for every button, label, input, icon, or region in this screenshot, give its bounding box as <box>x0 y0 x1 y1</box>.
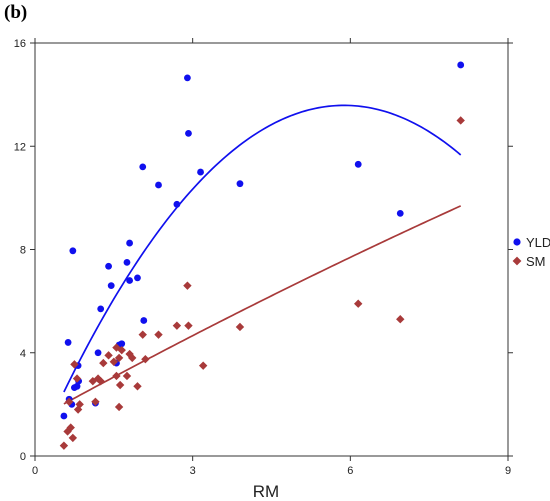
point-sm <box>133 382 142 391</box>
legend-label-sm: SM <box>526 254 546 269</box>
point-sm <box>184 321 193 330</box>
point-sm <box>128 353 137 363</box>
point-sm <box>117 345 126 355</box>
point-sm <box>59 441 69 450</box>
point-sm <box>109 357 119 366</box>
point-yld <box>64 339 72 346</box>
x-tick-label: 3 <box>190 465 196 477</box>
point-yld <box>185 129 192 137</box>
point-yld <box>69 247 77 255</box>
point-sm <box>99 358 108 368</box>
point-yld <box>107 282 115 290</box>
fit-lines <box>63 104 462 405</box>
point-yld <box>134 274 141 282</box>
panel-label: (b) <box>4 2 28 23</box>
point-sm <box>141 355 150 364</box>
point-sm <box>154 330 163 339</box>
point-sm <box>68 433 78 443</box>
fit-line-sm <box>63 205 462 405</box>
point-sm <box>115 380 125 390</box>
point-yld <box>197 168 204 176</box>
y-tick-label: 4 <box>20 348 26 360</box>
y-tick-label: 12 <box>14 141 26 153</box>
y-tick-label: 16 <box>14 38 26 50</box>
point-sm <box>354 299 363 308</box>
fit-line-yld <box>63 104 462 393</box>
point-yld <box>139 163 147 171</box>
point-yld <box>236 180 244 188</box>
point-sm <box>96 376 105 386</box>
point-sm <box>198 361 208 370</box>
x-axis-title: RM <box>253 482 279 501</box>
legend: YLD SM <box>512 235 550 269</box>
point-sm <box>396 314 405 324</box>
y-tick-label: 8 <box>20 245 26 257</box>
point-sm <box>456 116 465 125</box>
point-sm <box>172 321 182 330</box>
point-sm <box>93 374 103 383</box>
point-yld <box>126 239 133 247</box>
point-yld <box>60 412 68 420</box>
legend-label-yld: YLD <box>526 235 550 250</box>
x-tick-label: 6 <box>347 465 353 477</box>
point-yld <box>140 317 148 324</box>
point-yld <box>173 200 181 208</box>
point-sm <box>66 423 75 432</box>
point-yld <box>105 262 112 270</box>
y-tick-label: 0 <box>20 451 26 463</box>
point-yld <box>73 382 81 390</box>
point-sm <box>91 397 100 406</box>
point-sm <box>114 402 124 412</box>
point-yld <box>126 277 133 284</box>
point-sm <box>64 397 74 406</box>
plot-frame <box>34 42 509 457</box>
point-yld <box>457 61 465 69</box>
point-yld <box>123 259 131 266</box>
point-sm <box>104 351 113 360</box>
point-sm <box>75 400 84 409</box>
point-yld <box>184 74 191 82</box>
point-sm <box>70 360 79 369</box>
point-sm <box>122 371 132 381</box>
point-yld <box>155 181 162 189</box>
point-sm <box>235 322 245 332</box>
data-points <box>59 61 465 450</box>
axis-ticks: 0 3 6 9 0 4 8 12 16 <box>14 38 513 477</box>
point-sm <box>183 281 192 290</box>
point-yld <box>118 340 126 348</box>
x-tick-label: 9 <box>505 465 511 477</box>
point-yld <box>94 349 102 357</box>
legend-marker-yld <box>513 238 521 246</box>
point-sm <box>114 353 124 363</box>
point-sm <box>112 371 121 381</box>
point-sm <box>138 330 147 339</box>
point-sm <box>72 374 82 383</box>
x-tick-label: 0 <box>32 465 38 477</box>
point-yld <box>354 160 362 168</box>
legend-marker-sm <box>512 256 522 266</box>
point-yld <box>97 305 105 313</box>
point-yld <box>396 209 404 217</box>
